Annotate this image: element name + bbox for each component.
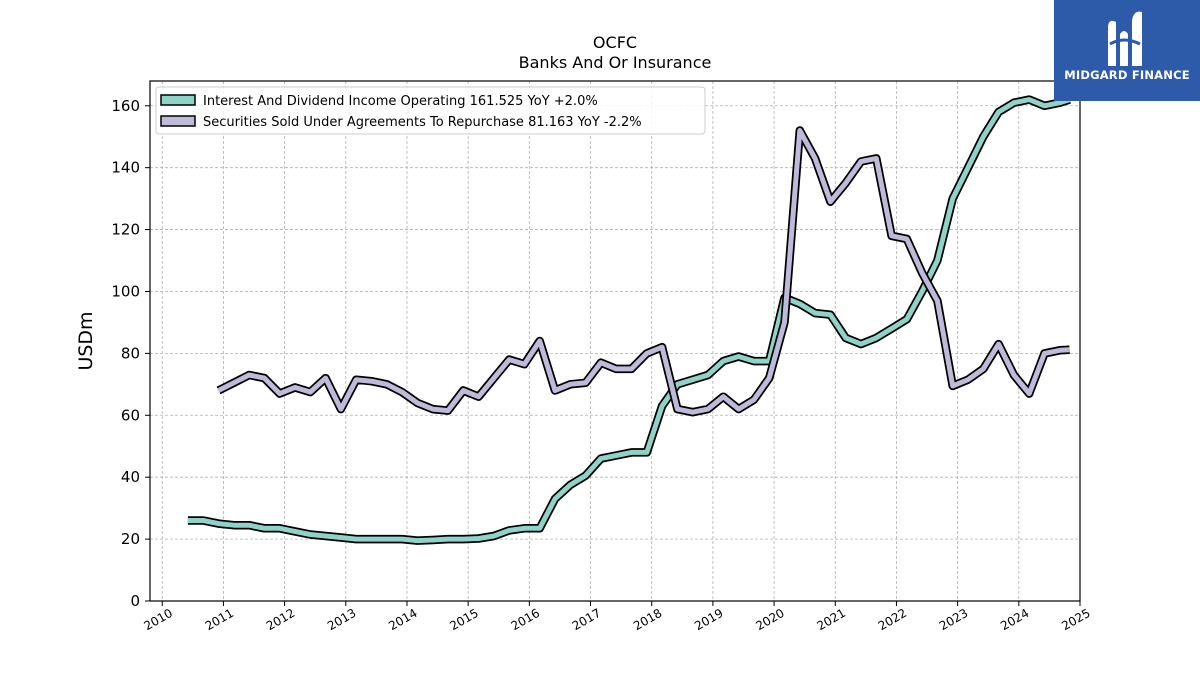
- y-tick-label: 20: [121, 530, 140, 548]
- x-tick-label: 2012: [264, 606, 297, 633]
- y-tick-label: 60: [121, 406, 140, 424]
- x-tick-label: 2019: [692, 606, 725, 633]
- y-tick-label: 120: [111, 221, 140, 239]
- x-tick-label: 2025: [1059, 606, 1092, 633]
- legend-swatch-1: [160, 94, 196, 106]
- x-tick-label: 2022: [876, 606, 909, 633]
- x-tick-label: 2024: [998, 606, 1031, 633]
- y-tick-label: 160: [111, 97, 140, 115]
- midgard-finance-logo: MIDGARD FINANCE: [1054, 0, 1200, 101]
- legend-entry-1: Interest And Dividend Income Operating 1…: [203, 94, 598, 109]
- x-tick-label: 2010: [142, 606, 175, 633]
- x-tick-label: 2013: [325, 606, 358, 633]
- grid: [150, 81, 1081, 602]
- legend-swatch-2: [160, 115, 196, 127]
- series-2-line: [217, 128, 1070, 415]
- y-tick-label: 140: [111, 159, 140, 177]
- x-tick-label: 2020: [753, 606, 786, 633]
- y-tick-label: 100: [111, 282, 140, 300]
- x-tick-label: 2014: [386, 606, 419, 633]
- x-tick-label: 2017: [570, 606, 603, 633]
- y-axis-label: USDm: [75, 311, 97, 370]
- legend-entry-2: Securities Sold Under Agreements To Repu…: [203, 115, 642, 130]
- x-tick-label: 2011: [203, 606, 236, 633]
- y-tick-label: 40: [121, 468, 140, 486]
- chart-subtitle: Banks And Or Insurance: [519, 53, 712, 72]
- x-tick-label: 2021: [815, 606, 848, 633]
- legend: Interest And Dividend Income Operating 1…: [155, 86, 706, 135]
- legend-box: [155, 86, 706, 135]
- logo-text: MIDGARD FINANCE: [1064, 68, 1190, 82]
- y-tick-label: 0: [130, 592, 140, 610]
- x-tick-label: 2018: [631, 606, 664, 633]
- series-lines: [187, 95, 1071, 545]
- x-tick-label: 2015: [447, 606, 480, 633]
- plot-frame: [149, 80, 1081, 602]
- logo-mark-icon: [1108, 11, 1142, 66]
- chart-title: OCFC: [593, 33, 637, 52]
- y-tick-label: 80: [121, 344, 140, 362]
- x-tick-label: 2023: [937, 606, 970, 633]
- x-tick-label: 2016: [509, 606, 542, 633]
